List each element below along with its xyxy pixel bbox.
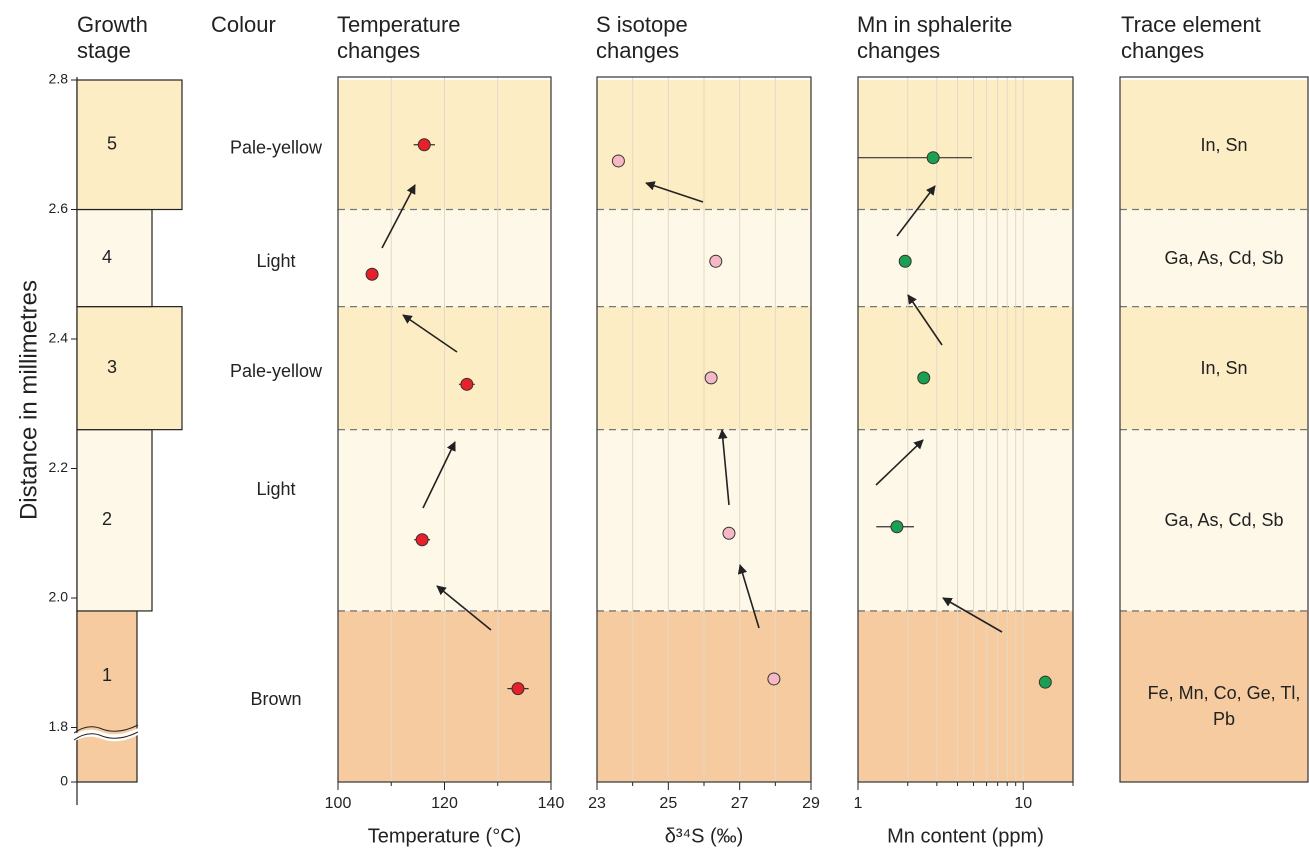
panel-frame [857, 76, 1074, 783]
stage-label: 2 [102, 509, 112, 529]
colour-label: Light [256, 479, 295, 499]
trend-arrow [737, 564, 760, 629]
trend-arrow [402, 314, 458, 353]
trend-arrow [942, 597, 1003, 633]
panel-frame [1119, 76, 1309, 783]
zone-band [1120, 429, 1308, 611]
zone-band [1120, 209, 1308, 307]
data-point [890, 520, 904, 534]
x-tick-label: 100 [325, 795, 352, 812]
x-tick-label: 25 [659, 795, 677, 812]
zone-band [1120, 610, 1308, 782]
trend-arrow [875, 439, 924, 486]
data-point [365, 267, 379, 281]
colour-label: Brown [250, 689, 301, 709]
zone-band [858, 80, 1073, 210]
y-tick-label: 2.0 [49, 589, 69, 605]
trend-arrow [896, 185, 936, 237]
trend-arrow [718, 429, 730, 506]
data-point [926, 151, 940, 165]
zone-band [858, 306, 1073, 430]
axis-break [73, 731, 139, 741]
zone-band [858, 610, 1073, 782]
data-point [898, 254, 912, 268]
x-tick-label: 1 [854, 795, 863, 812]
y-tick-label: 2.4 [49, 330, 69, 346]
stage-label: 1 [102, 665, 112, 685]
axis-break [72, 728, 138, 743]
column-header: Growth stage [77, 12, 148, 63]
data-point [460, 377, 474, 391]
trend-arrow [907, 294, 943, 346]
data-point [917, 371, 931, 385]
zone-band [858, 429, 1073, 611]
y-axis-label: Distance in millimetres [15, 280, 42, 520]
trace-elements: Ga, As, Cd, Sb [1164, 248, 1284, 269]
trace-elements: In, Sn [1200, 134, 1248, 155]
data-point [722, 526, 736, 540]
x-tick-label: 140 [538, 795, 565, 812]
panel-title: Temperature changes [337, 12, 461, 63]
stage-label: 3 [107, 357, 117, 377]
trend-arrow [436, 585, 492, 631]
panel-frame [596, 76, 812, 783]
panel-title: S isotope changes [596, 12, 688, 63]
colour-label: Pale-yellow [230, 361, 323, 381]
trend-arrow [645, 181, 704, 203]
stage-box [76, 208, 153, 308]
y-tick-label: 2.8 [49, 71, 69, 87]
stage-label: 4 [102, 247, 112, 267]
stage-box [76, 610, 138, 783]
y-tick-label: 2.2 [49, 459, 69, 475]
data-point [709, 254, 723, 268]
trace-elements: In, Sn [1200, 358, 1248, 379]
y-tick-label: 0 [60, 773, 68, 789]
panel-frame [337, 76, 552, 783]
panel-title: Mn in sphalerite changes [857, 12, 1013, 63]
trend-arrow [422, 441, 456, 509]
data-point [511, 682, 525, 696]
x-tick-label: 120 [431, 795, 458, 812]
colour-label: Pale-yellow [230, 138, 323, 158]
stage-box [76, 429, 153, 612]
colour-label: Light [256, 251, 295, 271]
x-axis-label: Mn content (ppm) [887, 825, 1044, 847]
zone-band [858, 209, 1073, 307]
data-point [417, 138, 431, 152]
data-point [1038, 675, 1052, 689]
x-axis-label: Temperature (°C) [368, 825, 522, 847]
x-tick-label: 29 [802, 795, 820, 812]
y-tick-label: 2.6 [49, 200, 69, 216]
trace-elements: Fe, Mn, Co, Ge, Tl, Pb [1147, 683, 1301, 730]
axis-break [73, 724, 139, 734]
x-tick-label: 23 [588, 795, 606, 812]
trace-elements: Ga, As, Cd, Sb [1164, 510, 1284, 531]
column-header: Colour [211, 12, 276, 37]
zone-band [1120, 80, 1308, 210]
trend-arrow [381, 184, 416, 249]
x-tick-label: 10 [1014, 795, 1032, 812]
data-point [704, 371, 718, 385]
data-point [767, 672, 781, 686]
x-axis-label: δ³⁴S (‰) [665, 825, 744, 847]
stage-box [76, 306, 183, 431]
zone-band [1120, 306, 1308, 430]
data-point [415, 533, 429, 547]
x-tick-label: 27 [731, 795, 749, 812]
stage-box [76, 79, 183, 211]
column-header: Trace element changes [1121, 12, 1261, 63]
stage-label: 5 [107, 134, 117, 154]
data-point [611, 154, 625, 168]
y-tick-label: 1.8 [49, 718, 69, 734]
